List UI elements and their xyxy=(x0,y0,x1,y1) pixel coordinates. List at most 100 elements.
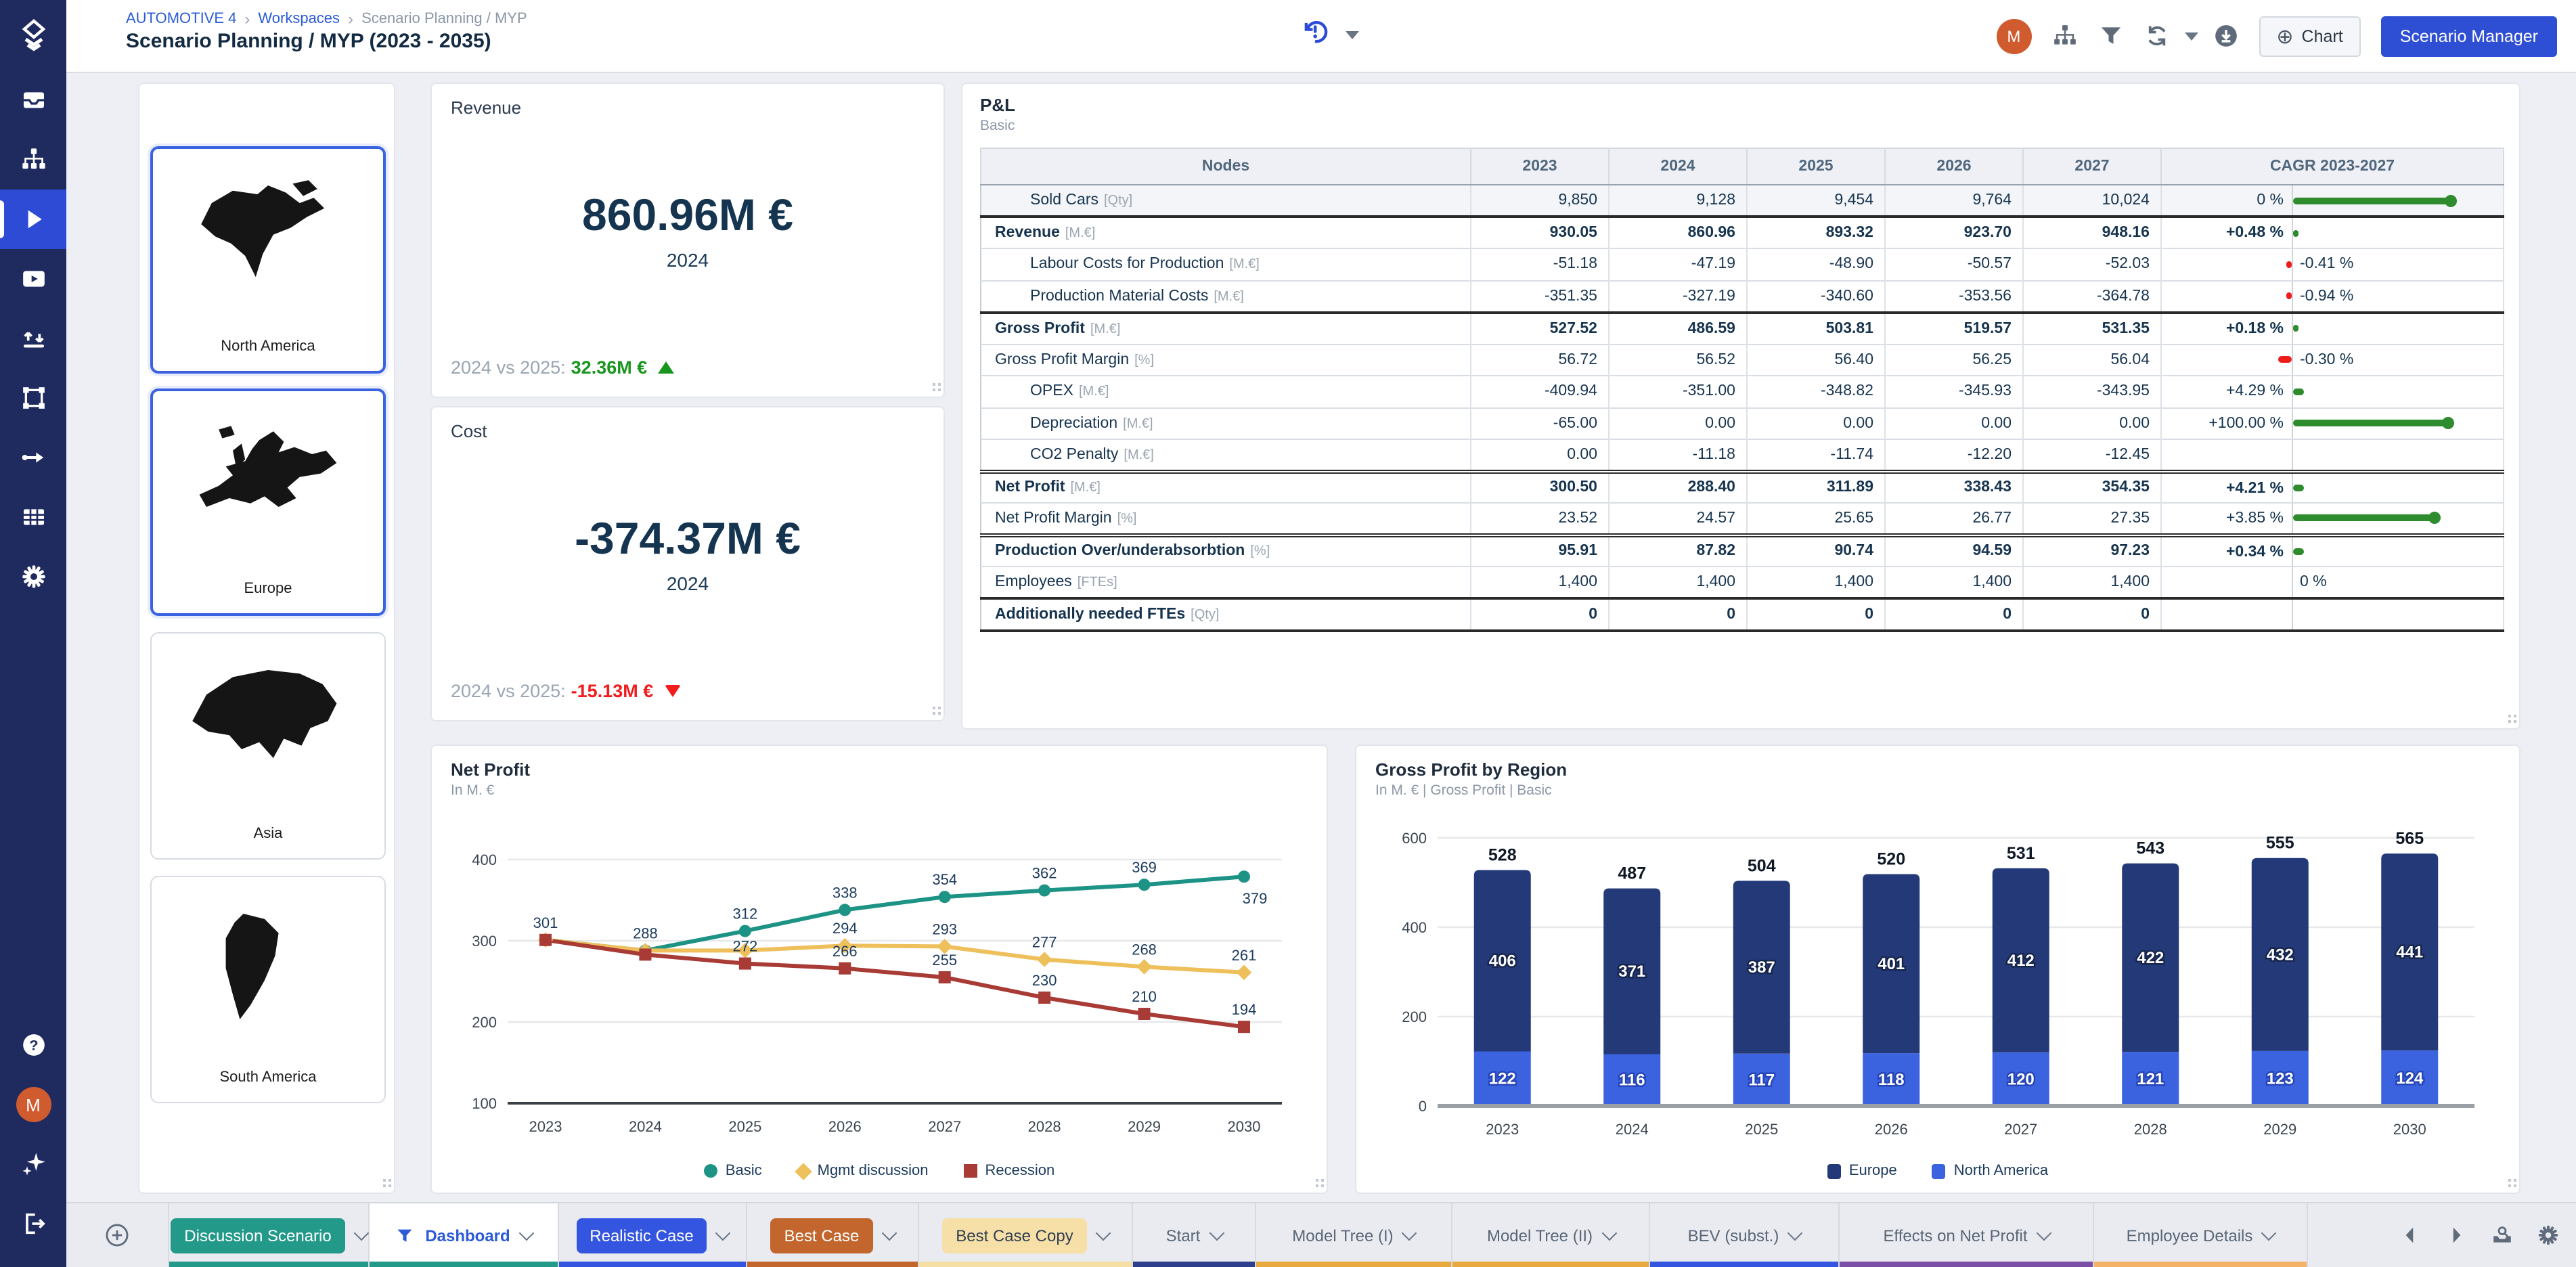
refresh-caret-icon[interactable] xyxy=(2184,32,2198,40)
sidebar-item-hierarchy[interactable] xyxy=(0,130,66,190)
pnl-row[interactable]: Net Profit [M.€] 300.50 288.40 311.89 338.43 3… xyxy=(981,469,2504,503)
sidebar-item-logo[interactable] xyxy=(0,0,66,70)
chevron-down-icon[interactable] xyxy=(1095,1224,1111,1241)
gross-profit-bar-chart[interactable]: 0 200 400 600 528 406 122 2023 487 371 116 2024 504 3… xyxy=(1381,816,2491,1138)
legend-item[interactable]: Mgmt discussion xyxy=(794,1162,928,1180)
sidebar-item-frame[interactable] xyxy=(0,368,66,428)
kpi-card-cost[interactable]: Cost -374.37M € 2024 2024 vs 2025: -15.1… xyxy=(430,406,945,721)
net-profit-line-chart[interactable]: 100 200 300 400 2023 2024 2025 2026 2027 2028 2029… xyxy=(445,816,1312,1138)
pnl-row[interactable]: Sold Cars [Qty] 9,850 9,128 9,454 9,764 10,024… xyxy=(981,185,2504,217)
kpi-card-revenue[interactable]: Revenue 860.96M € 2024 2024 vs 2025: 32.… xyxy=(430,83,945,398)
avatar: M xyxy=(16,1087,51,1122)
pnl-column-header[interactable]: 2024 xyxy=(1608,148,1748,185)
pnl-column-header[interactable]: CAGR 2023-2027 xyxy=(2160,148,2504,185)
pnl-node-name: Gross Profit Margin [%] xyxy=(981,343,1471,376)
chevron-down-icon[interactable] xyxy=(2261,1224,2277,1241)
pnl-row[interactable]: Additionally needed FTEs [Qty] 0 0 0 0 0 xyxy=(981,597,2504,630)
sidebar-item-transfer[interactable] xyxy=(0,309,66,368)
sidebar-item-settings[interactable] xyxy=(0,547,66,606)
pnl-value-cell: 87.82 xyxy=(1609,533,1748,566)
hierarchy-icon[interactable] xyxy=(2051,23,2077,49)
region-card-south-america[interactable]: South America xyxy=(150,876,386,1103)
legend-item[interactable]: North America xyxy=(1932,1163,2048,1179)
chevron-down-icon[interactable] xyxy=(1601,1224,1617,1241)
resize-handle[interactable] xyxy=(1316,1179,1318,1182)
breadcrumb-item[interactable]: AUTOMOTIVE 4 xyxy=(126,11,237,27)
region-card-north-america[interactable]: North America xyxy=(150,146,386,374)
pnl-column-header[interactable]: 2026 xyxy=(1884,148,2024,185)
pnl-row[interactable]: Gross Profit Margin [%] 56.72 56.52 56.40 56.… xyxy=(981,343,2504,376)
svg-text:2027: 2027 xyxy=(928,1118,961,1135)
sidebar-item-inbox[interactable] xyxy=(0,70,66,130)
chevron-down-icon[interactable] xyxy=(1787,1224,1803,1241)
resize-handle[interactable] xyxy=(2508,715,2511,717)
tab-effects-on-net-profit[interactable]: Effects on Net Profit xyxy=(1840,1203,2094,1267)
settings-icon[interactable] xyxy=(2537,1224,2560,1247)
pnl-row[interactable]: Labour Costs for Production [M.€] -51.18 -4… xyxy=(981,248,2504,280)
add-scenario-button[interactable] xyxy=(66,1203,169,1267)
tab-best-case-copy[interactable]: Best Case Copy xyxy=(919,1203,1133,1267)
pnl-value-cell: 1,400 xyxy=(1747,566,1886,598)
scenario-manager-button[interactable]: Scenario Manager xyxy=(2380,16,2557,56)
pnl-column-header[interactable]: 2025 xyxy=(1746,148,1886,185)
tab-employee-details[interactable]: Employee Details xyxy=(2094,1203,2308,1267)
tab-model-tree-ii[interactable]: Model Tree (II) xyxy=(1452,1203,1650,1267)
resize-handle[interactable] xyxy=(933,383,935,386)
pnl-row[interactable]: Net Profit Margin [%] 23.52 24.57 25.65 26.77… xyxy=(981,502,2504,535)
chevron-down-icon[interactable] xyxy=(353,1224,370,1241)
add-chart-button[interactable]: ⊕ Chart xyxy=(2259,16,2361,56)
sidebar-item-flow[interactable] xyxy=(0,428,66,487)
chevron-down-icon[interactable] xyxy=(715,1224,732,1241)
resize-handle[interactable] xyxy=(933,707,935,709)
tab-model-tree-i[interactable]: Model Tree (I) xyxy=(1256,1203,1452,1267)
region-card-europe[interactable]: Europe xyxy=(150,388,386,616)
pnl-row[interactable]: Employees [FTEs] 1,400 1,400 1,400 1,400 1,400… xyxy=(981,566,2504,598)
resize-handle[interactable] xyxy=(383,1179,386,1182)
pnl-row[interactable]: Production Over/underabsorbtion [%] 95.91 8… xyxy=(981,533,2504,566)
sidebar-item-user[interactable]: M xyxy=(0,1075,66,1134)
chevron-down-icon[interactable] xyxy=(881,1224,897,1241)
chevron-left-icon[interactable] xyxy=(2399,1224,2422,1247)
pnl-column-header[interactable]: 2027 xyxy=(2022,148,2162,185)
resize-handle[interactable] xyxy=(2508,1179,2511,1182)
tab-best-case[interactable]: Best Case xyxy=(747,1203,919,1267)
sidebar-item-table[interactable] xyxy=(0,487,66,547)
breadcrumb-item[interactable]: Workspaces xyxy=(258,11,340,27)
pnl-column-header[interactable]: 2023 xyxy=(1470,148,1609,185)
filter-icon[interactable] xyxy=(2097,23,2123,49)
chevron-down-icon[interactable] xyxy=(1209,1224,1224,1241)
avatar[interactable]: M xyxy=(1996,18,2032,53)
pnl-row[interactable]: Gross Profit [M.€] 527.52 486.59 503.81 519.5… xyxy=(981,311,2504,344)
sidebar-item-sparkles[interactable] xyxy=(0,1134,66,1194)
pnl-row[interactable]: Production Material Costs [M.€] -351.35 -32… xyxy=(981,280,2504,312)
tab-discussion-scenario[interactable]: Discussion Scenario xyxy=(169,1203,370,1267)
legend-item[interactable]: Basic xyxy=(703,1163,762,1179)
pnl-row[interactable]: Depreciation [M.€] -65.00 0.00 0.00 0.00 0.00 +… xyxy=(981,407,2504,439)
history-caret-icon[interactable] xyxy=(1346,31,1359,39)
refresh-icon[interactable] xyxy=(2144,23,2169,49)
pnl-row[interactable]: Revenue [M.€] 930.05 860.96 893.32 923.70 948.… xyxy=(981,215,2504,248)
chevron-right-icon[interactable] xyxy=(2445,1224,2468,1247)
chevron-down-icon[interactable] xyxy=(518,1224,535,1241)
download-icon[interactable] xyxy=(2213,23,2238,49)
region-card-asia[interactable]: Asia xyxy=(150,632,386,860)
pnl-value-cell: 0 xyxy=(1747,597,1886,630)
pnl-row[interactable]: OPEX [M.€] -409.94 -351.00 -348.82 -345.93 -34… xyxy=(981,375,2504,407)
tab-dashboard[interactable]: Dashboard xyxy=(370,1203,559,1267)
tab-realistic-case[interactable]: Realistic Case xyxy=(559,1203,747,1267)
pnl-row[interactable]: CO2 Penalty [M.€] 0.00 -11.18 -11.74 -12.20 -1… xyxy=(981,439,2504,471)
legend-item[interactable]: Europe xyxy=(1827,1163,1897,1179)
sidebar-item-logout[interactable] xyxy=(0,1194,66,1253)
tab-bev-subst[interactable]: BEV (subst.) xyxy=(1650,1203,1840,1267)
history-alert-icon[interactable] xyxy=(1301,18,1329,53)
chevron-down-icon[interactable] xyxy=(2036,1224,2051,1241)
sidebar-item-presentation[interactable] xyxy=(0,249,66,309)
chevron-down-icon[interactable] xyxy=(1402,1224,1418,1241)
sidebar-item-help[interactable]: ? xyxy=(0,1015,66,1075)
tab-start[interactable]: Start xyxy=(1133,1203,1256,1267)
pnl-column-header[interactable]: Nodes xyxy=(980,148,1471,185)
export-search-icon[interactable] xyxy=(2491,1224,2514,1247)
scenario-pill: Best Case xyxy=(770,1218,873,1253)
legend-item[interactable]: Recession xyxy=(963,1163,1054,1179)
sidebar-item-play[interactable] xyxy=(0,190,66,249)
